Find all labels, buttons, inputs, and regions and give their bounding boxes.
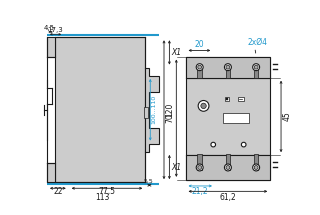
Polygon shape xyxy=(47,37,55,57)
Text: 100...110: 100...110 xyxy=(151,95,156,124)
Polygon shape xyxy=(145,68,159,152)
Text: 120: 120 xyxy=(165,103,174,117)
Circle shape xyxy=(253,164,260,171)
Circle shape xyxy=(253,64,260,71)
Text: 45: 45 xyxy=(283,112,292,121)
Bar xyxy=(226,154,230,170)
Bar xyxy=(197,69,202,78)
Polygon shape xyxy=(55,37,145,182)
Circle shape xyxy=(201,103,206,109)
Text: 22: 22 xyxy=(53,187,63,196)
Bar xyxy=(197,154,202,170)
Text: 17,3: 17,3 xyxy=(48,27,63,33)
Circle shape xyxy=(198,65,202,69)
Polygon shape xyxy=(47,163,55,182)
Text: X1: X1 xyxy=(171,163,181,172)
Circle shape xyxy=(254,65,258,69)
Bar xyxy=(238,97,244,101)
Bar xyxy=(223,113,249,123)
Circle shape xyxy=(254,166,258,169)
Text: 4,5: 4,5 xyxy=(44,25,55,31)
Text: 21,2: 21,2 xyxy=(192,187,209,196)
Bar xyxy=(254,69,259,78)
Text: 2xØ4: 2xØ4 xyxy=(248,38,268,47)
Circle shape xyxy=(226,65,230,69)
Text: 20: 20 xyxy=(195,40,204,49)
Circle shape xyxy=(198,166,202,169)
Text: 70: 70 xyxy=(166,113,175,123)
Text: 77,5: 77,5 xyxy=(99,187,116,196)
Circle shape xyxy=(196,164,203,171)
Text: 5,5: 5,5 xyxy=(143,179,153,184)
Text: 61,2: 61,2 xyxy=(220,192,236,201)
Circle shape xyxy=(196,64,203,71)
Circle shape xyxy=(211,142,216,147)
Circle shape xyxy=(224,64,231,71)
Text: X1: X1 xyxy=(171,48,181,57)
Text: 113: 113 xyxy=(96,193,110,202)
Bar xyxy=(225,97,229,101)
Bar xyxy=(226,69,230,78)
Bar xyxy=(186,57,270,78)
Circle shape xyxy=(198,100,209,111)
Bar xyxy=(226,98,228,100)
Circle shape xyxy=(241,142,246,147)
Bar xyxy=(254,154,259,170)
Circle shape xyxy=(226,166,230,169)
Bar xyxy=(144,107,148,118)
Bar xyxy=(186,155,270,180)
Bar xyxy=(186,57,270,180)
Circle shape xyxy=(224,164,231,171)
